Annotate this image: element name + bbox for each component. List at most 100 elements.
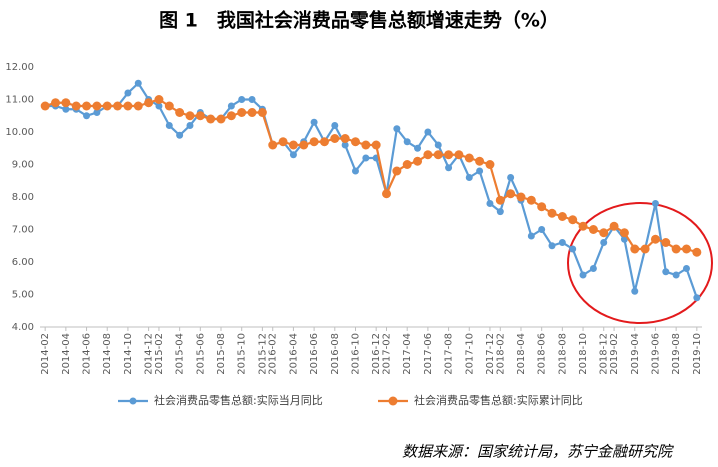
data-point [692, 247, 702, 257]
data-point [662, 268, 670, 276]
x-tick-label: 2016-06 [309, 333, 320, 375]
legend-label: 社会消费品零售总额:实际累计同比 [414, 393, 583, 407]
data-point [496, 208, 504, 216]
data-point [268, 140, 278, 150]
legend-marker [388, 396, 398, 406]
x-tick-label: 2018-10 [578, 333, 589, 375]
x-tick-label: 2017-06 [423, 333, 434, 375]
y-tick-label: 5.00 [12, 290, 34, 301]
legend-marker [129, 397, 137, 405]
chart-title: 图 1 我国社会消费品零售总额增速走势（%） [159, 9, 559, 32]
data-point [382, 189, 392, 199]
x-tick-label: 2019-06 [650, 333, 661, 375]
x-tick-label: 2018-12 [599, 333, 610, 375]
data-point [600, 239, 608, 246]
data-point [476, 167, 484, 175]
data-point [154, 95, 164, 104]
data-point [123, 101, 133, 111]
data-point [113, 101, 123, 111]
x-tick-label: 2018-08 [557, 333, 568, 375]
x-tick-label: 2014-08 [102, 333, 113, 375]
x-tick-label: 2014-12 [144, 333, 155, 375]
x-tick-label: 2019-08 [671, 333, 682, 375]
data-point [164, 101, 174, 111]
x-tick-label: 2018-04 [516, 333, 527, 375]
data-point [238, 96, 246, 103]
data-point [414, 144, 422, 152]
data-point [340, 134, 350, 143]
x-tick-label: 2016-10 [350, 333, 361, 375]
data-point [507, 174, 515, 181]
x-tick-label: 2018-06 [537, 333, 548, 375]
data-point [330, 134, 340, 143]
data-point [445, 164, 453, 172]
data-point [206, 114, 216, 124]
data-point [186, 122, 194, 129]
series-line [44, 98, 698, 254]
data-point [537, 202, 547, 212]
data-point [444, 150, 454, 160]
data-point [558, 239, 566, 246]
data-point [403, 138, 411, 146]
data-point [693, 294, 701, 302]
data-point [361, 140, 371, 150]
data-point [288, 140, 298, 150]
x-tick-label: 2019-04 [630, 333, 641, 375]
data-point [486, 200, 494, 207]
y-tick-label: 4.00 [12, 322, 34, 333]
highlight-circle [567, 202, 713, 324]
data-point [609, 221, 619, 231]
data-point [362, 154, 370, 162]
data-point [433, 150, 443, 160]
data-point [588, 225, 598, 234]
data-point [248, 96, 256, 103]
y-tick-label: 8.00 [12, 192, 34, 203]
data-point [681, 244, 691, 254]
data-point [526, 195, 536, 205]
x-tick-label: 2015-12 [257, 333, 268, 375]
data-point [299, 140, 309, 150]
data-point [237, 108, 247, 117]
data-point [350, 137, 360, 147]
data-point [278, 137, 288, 147]
data-point [165, 122, 173, 129]
data-point [71, 101, 81, 111]
data-point [495, 195, 505, 205]
data-point [289, 151, 297, 159]
data-point [464, 153, 474, 163]
data-point [82, 101, 92, 111]
x-tick-label: 2015-06 [195, 333, 206, 375]
y-tick-label: 11.00 [5, 95, 34, 106]
data-point [589, 265, 597, 272]
data-point [599, 228, 609, 238]
data-point [640, 244, 650, 254]
y-tick-label: 10.00 [5, 127, 34, 138]
legend-label: 社会消费品零售总额:实际当月同比 [154, 393, 323, 407]
x-tick-label: 2018-02 [495, 333, 506, 375]
x-tick-label: 2015-10 [237, 333, 248, 375]
data-point [226, 111, 236, 121]
data-point [682, 265, 690, 272]
data-point [527, 232, 535, 240]
x-tick-label: 2015-04 [175, 333, 186, 375]
data-point [341, 141, 349, 149]
data-point [51, 98, 61, 108]
data-point [578, 221, 588, 231]
x-tick-label: 2017-04 [402, 333, 413, 375]
data-point [650, 234, 660, 244]
data-point [538, 226, 546, 233]
x-tick-label: 2017-10 [464, 333, 475, 375]
x-tick-label: 2015-08 [216, 333, 227, 375]
series-line [45, 81, 698, 299]
data-point [651, 200, 659, 207]
data-point [424, 128, 432, 136]
y-tick-label: 12.00 [5, 62, 34, 73]
data-point [547, 208, 557, 218]
x-tick-label: 2017-08 [444, 333, 455, 375]
data-point [93, 109, 101, 116]
data-point [61, 98, 71, 108]
data-point [475, 156, 485, 166]
y-tick-label: 6.00 [12, 257, 34, 268]
data-point [195, 111, 205, 121]
